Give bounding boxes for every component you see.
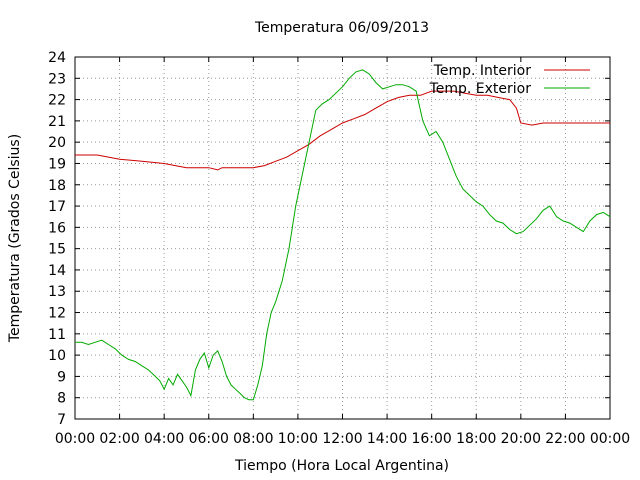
legend: Temp. Interior Temp. Exterior — [429, 63, 590, 97]
x-tick-label: 04:00 — [144, 431, 184, 447]
chart-title: Temperatura 06/09/2013 — [254, 20, 429, 36]
grid-lines — [75, 57, 610, 419]
y-tick-label: 11 — [48, 327, 66, 343]
x-tick-label: 08:00 — [233, 431, 273, 447]
x-tick-label: 12:00 — [322, 431, 362, 447]
y-axis-label: Temperatura (Grados Celsius) — [7, 134, 23, 343]
x-tick-label: 22:00 — [545, 431, 585, 447]
series-lines — [75, 69, 611, 401]
y-tick-label: 17 — [48, 199, 66, 215]
y-tick-label: 7 — [57, 412, 66, 428]
legend-label: Temp. Interior — [433, 63, 532, 79]
y-tick-label: 10 — [48, 348, 66, 364]
y-tick-label: 16 — [48, 220, 66, 236]
y-tick-label: 15 — [48, 242, 66, 258]
y-tick-label: 14 — [48, 263, 66, 279]
interior-temperature-line — [75, 90, 610, 171]
y-tick-label: 8 — [57, 391, 66, 407]
y-tick-label: 20 — [48, 135, 66, 151]
x-tick-label: 14:00 — [367, 431, 407, 447]
y-tick-label: 18 — [48, 178, 66, 194]
legend-label: Temp. Exterior — [429, 81, 532, 97]
x-axis-label: Tiempo (Hora Local Argentina) — [234, 458, 449, 474]
x-tick-label: 18:00 — [456, 431, 496, 447]
x-tick-label: 00:00 — [55, 431, 95, 447]
x-tick-label: 16:00 — [411, 431, 451, 447]
x-tick-label: 20:00 — [501, 431, 541, 447]
y-tick-label: 12 — [48, 306, 66, 322]
x-tick-label: 10:00 — [278, 431, 318, 447]
y-tick-label: 23 — [48, 71, 66, 87]
x-tick-label: 06:00 — [189, 431, 229, 447]
y-tick-label: 22 — [48, 93, 66, 109]
y-tick-label: 9 — [57, 369, 66, 385]
y-tick-label: 13 — [48, 284, 66, 300]
y-tick-label: 24 — [48, 50, 66, 66]
y-tick-label: 21 — [48, 114, 66, 130]
y-tick-label: 19 — [48, 156, 66, 172]
x-tick-label: 02:00 — [99, 431, 139, 447]
x-tick-label: 00:00 — [590, 431, 630, 447]
exterior-temperature-line — [75, 69, 611, 401]
